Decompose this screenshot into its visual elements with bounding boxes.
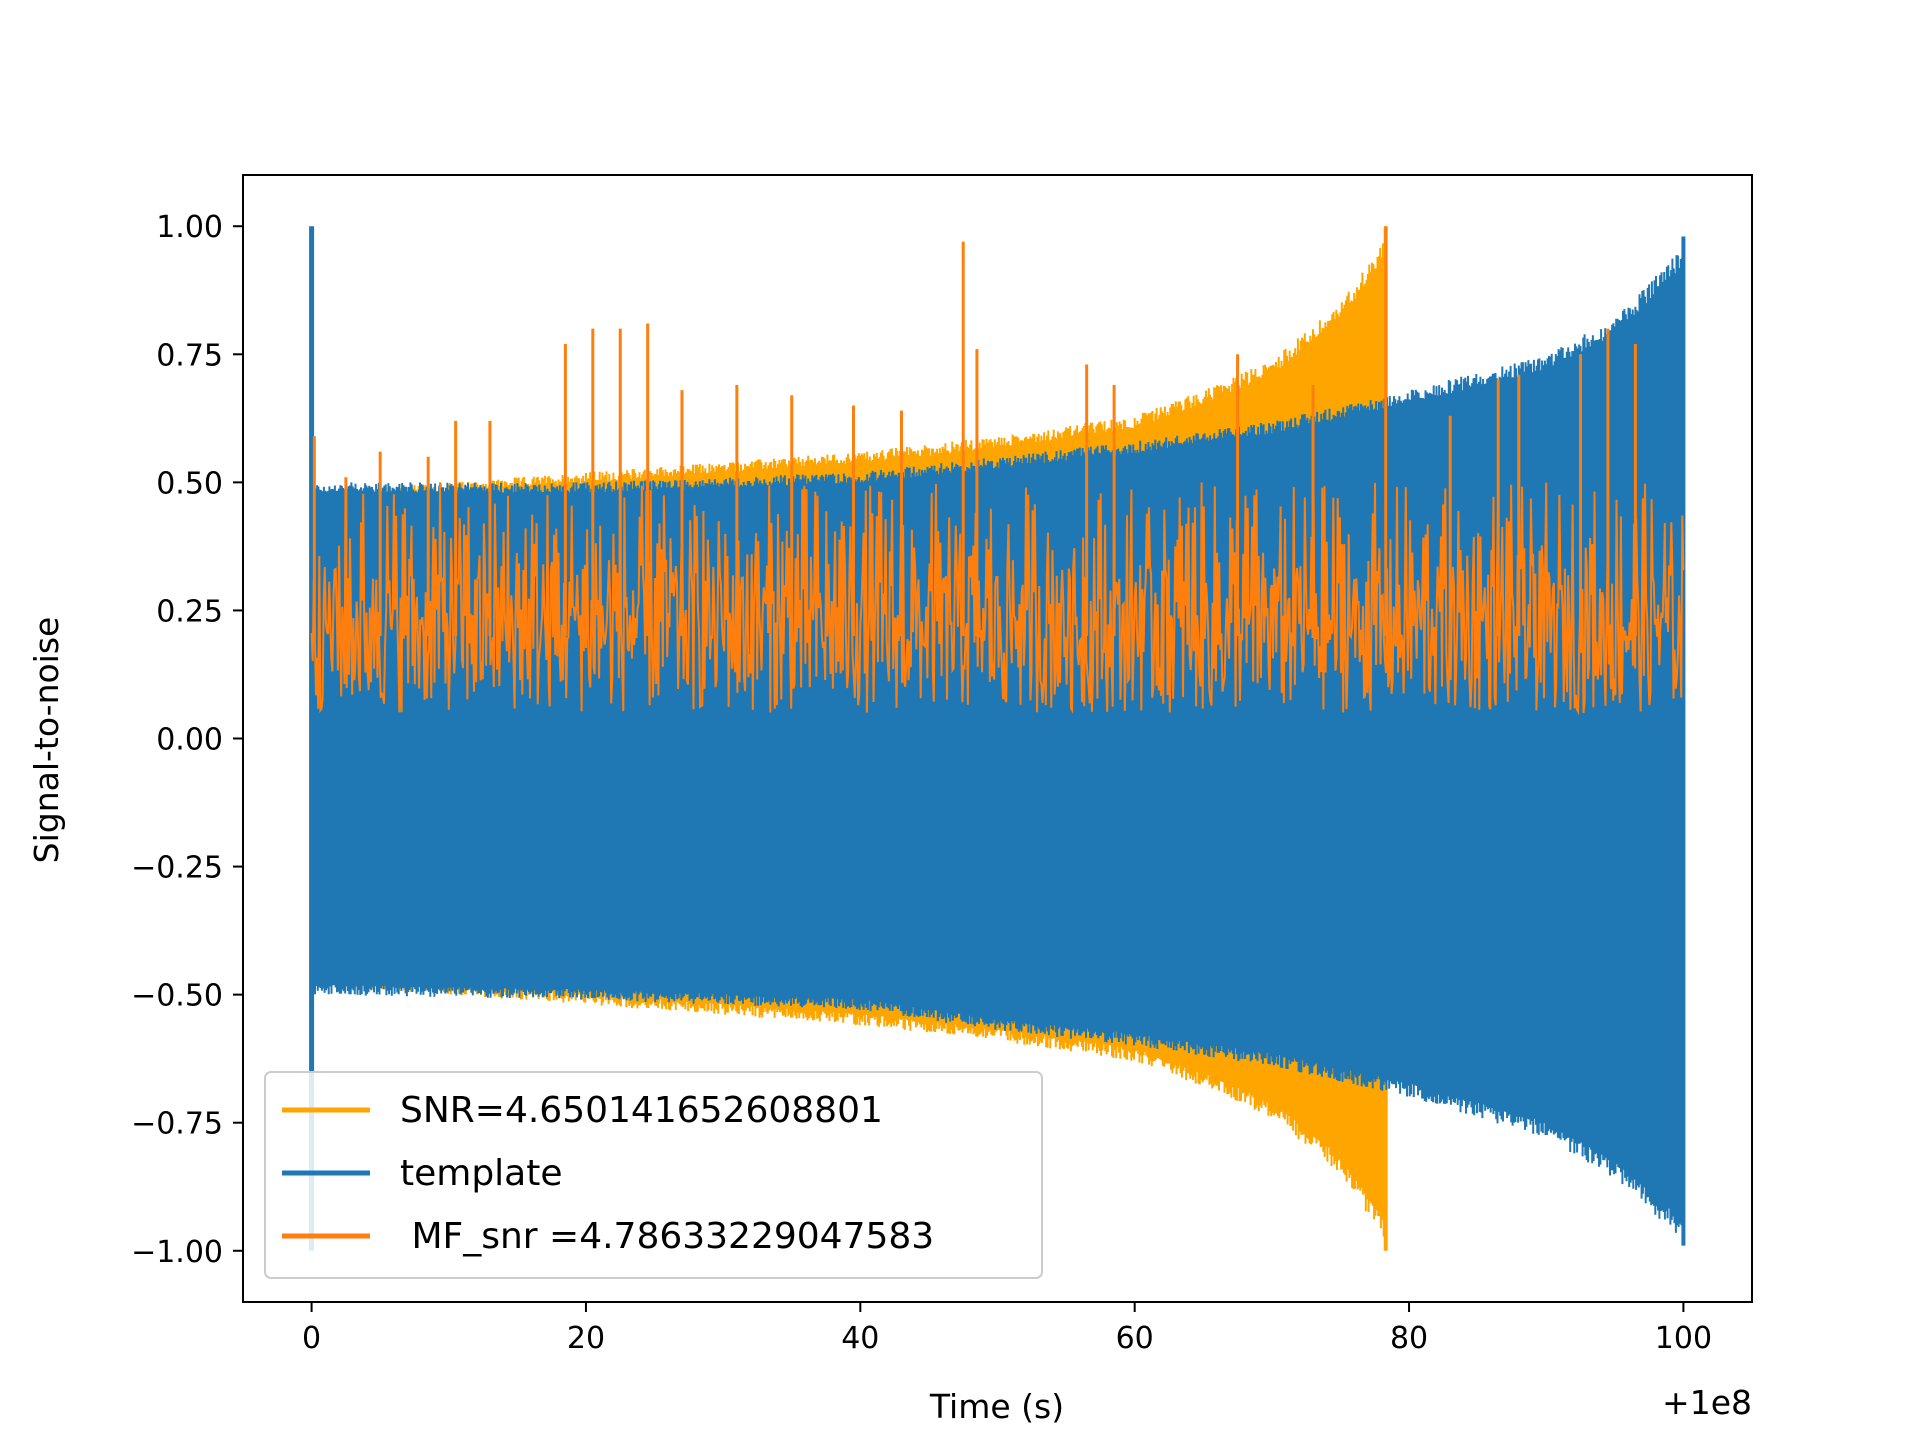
y-tick-label: 0.00 xyxy=(156,723,223,758)
y-tick-label: −0.75 xyxy=(131,1107,223,1142)
y-axis-label: Signal-to-noise xyxy=(27,617,66,864)
x-tick-label: 0 xyxy=(302,1321,321,1356)
plot-area xyxy=(309,226,1686,1251)
y-tick-label: 0.50 xyxy=(156,466,223,501)
x-tick-label: 20 xyxy=(567,1321,605,1356)
y-axis: 1.00 0.75 0.50 0.25 0.00 −0.25 −0.50 −0.75 −1.00 xyxy=(131,210,243,1270)
series-line-mf-snr xyxy=(310,482,1685,716)
y-tick-label: 1.00 xyxy=(156,210,223,245)
legend: SNR=4.650141652608801 template MF_snr =4… xyxy=(264,1071,1043,1279)
x-tick-label: 80 xyxy=(1390,1321,1428,1356)
legend-box xyxy=(264,1071,1043,1279)
x-axis-label: Time (s) xyxy=(929,1387,1064,1426)
y-tick-label: −1.00 xyxy=(131,1235,223,1270)
legend-label-snr: SNR=4.650141652608801 xyxy=(400,1090,883,1131)
y-tick-label: 0.75 xyxy=(156,338,223,373)
y-tick-label: −0.50 xyxy=(131,979,223,1014)
x-axis-offset-label: +1e8 xyxy=(1662,1383,1752,1422)
x-tick-label: 40 xyxy=(841,1321,879,1356)
legend-label-mf-snr: MF_snr =4.78633229047583 xyxy=(400,1216,934,1257)
x-tick-label: 60 xyxy=(1116,1321,1154,1356)
series-line-template xyxy=(310,255,1685,1233)
x-axis: 0 20 40 60 80 100 xyxy=(302,1302,1712,1356)
x-tick-label: 100 xyxy=(1655,1321,1712,1356)
legend-label-template: template xyxy=(400,1153,563,1194)
y-tick-label: 0.25 xyxy=(156,594,223,629)
y-tick-label: −0.25 xyxy=(131,851,223,886)
